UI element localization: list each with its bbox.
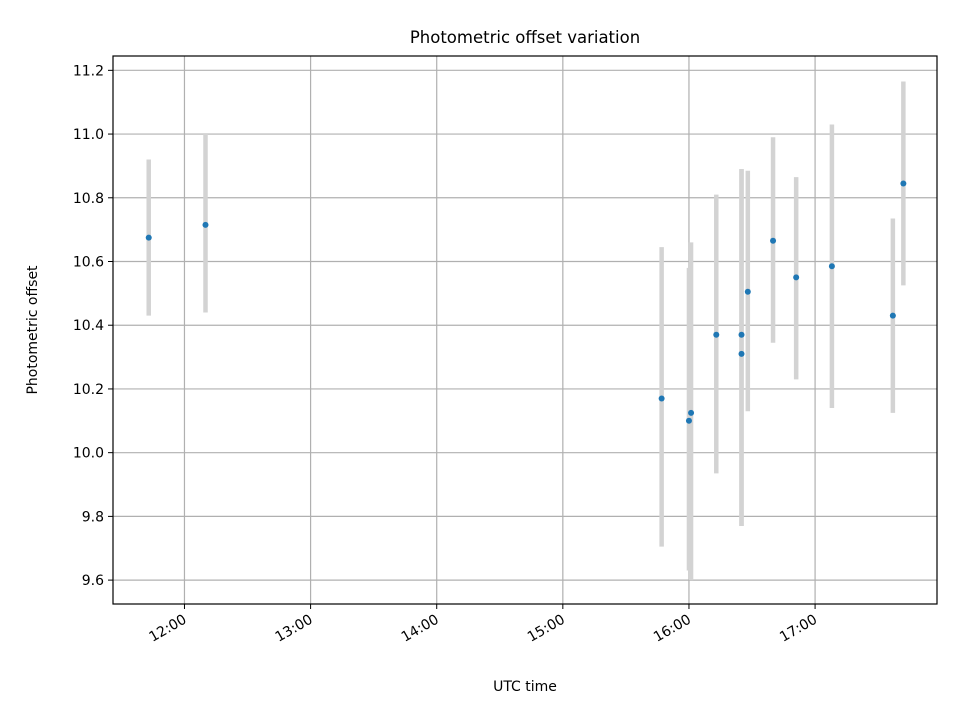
data-point — [770, 237, 777, 244]
plot-frame — [112, 55, 938, 605]
data-point — [738, 350, 745, 357]
data-point — [202, 221, 209, 228]
y-tick-label: 10.6 — [73, 255, 104, 271]
data-point — [145, 234, 152, 241]
data-points — [145, 180, 907, 424]
chart-title: Photometric offset variation — [410, 28, 640, 47]
y-tick-label: 10.8 — [73, 191, 104, 207]
data-point — [744, 288, 751, 295]
data-point — [685, 417, 692, 424]
data-point — [688, 409, 695, 416]
y-tick-label: 9.6 — [82, 573, 104, 589]
y-tick-label: 10.0 — [73, 446, 104, 462]
data-point — [738, 331, 745, 338]
y-tick-label: 11.0 — [73, 127, 104, 143]
y-tick-label: 10.4 — [73, 318, 104, 334]
data-point — [900, 180, 907, 187]
y-tick-label: 9.8 — [82, 509, 104, 525]
data-point — [658, 395, 665, 402]
data-point — [793, 274, 800, 281]
y-tick-label: 11.2 — [73, 63, 104, 79]
x-axis-label: UTC time — [493, 679, 557, 695]
data-point — [889, 312, 896, 319]
data-point — [713, 331, 720, 338]
y-tick-label: 10.2 — [73, 382, 104, 398]
y-axis-label: Photometric offset — [25, 265, 41, 395]
data-point — [828, 263, 835, 270]
y-axis-ticks: 9.6 9.8 10.0 10.2 10.4 10.6 10.8 11.0 11.2 — [73, 63, 113, 589]
